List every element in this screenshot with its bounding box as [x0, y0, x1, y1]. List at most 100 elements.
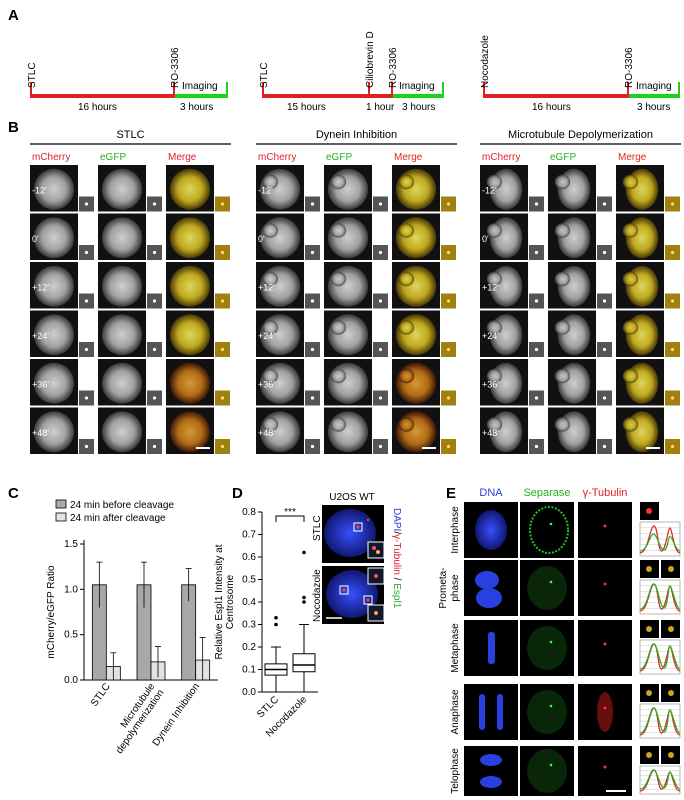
inset-centrosome: [646, 566, 652, 572]
cell-bleb: [554, 320, 571, 335]
cell-bleb: [486, 174, 503, 190]
centrosome-dot: [378, 444, 383, 449]
timeline-imaging-label: Imaging: [399, 81, 435, 92]
cell-body: [169, 168, 211, 210]
centrosome-dot: [446, 444, 451, 449]
cell-body: [101, 362, 143, 404]
centrosome-dot: [84, 250, 89, 255]
inset-centrosome: [668, 566, 674, 572]
micro-row-nocodazole: Nocodazole: [312, 569, 323, 622]
separase-diffuse: [527, 690, 567, 734]
profile-line-tubulin: [639, 525, 681, 554]
centrosome-dot: [220, 299, 225, 303]
channel-label-egfp: eGFP: [550, 152, 576, 163]
profile-line-separase: [639, 769, 681, 790]
centrosome-dot: [152, 444, 157, 449]
profile-line-separase: [639, 643, 681, 670]
separase-dot: [549, 640, 553, 644]
profile-line-separase: [639, 533, 681, 552]
midzone: [597, 692, 613, 732]
centrosome-dot: [310, 396, 315, 400]
y-tick-label: 0.3: [242, 620, 256, 631]
timepoint-label: +48': [32, 428, 49, 438]
cell-bleb: [398, 223, 415, 238]
legend-label: 24 min before cleavage: [70, 500, 174, 511]
outlier-point: [274, 615, 278, 620]
image-tile-tubulin: [578, 502, 632, 558]
centrosome-dot: [152, 396, 157, 400]
centrosome-dot: [446, 347, 451, 352]
centrosome-dot: [446, 202, 451, 206]
separase-diffuse: [527, 749, 567, 793]
channel-label-mcherry: mCherry: [258, 152, 296, 163]
daughter-nucleus: [480, 776, 502, 788]
separase-diffuse: [527, 566, 567, 610]
timeline-stlc: STLC RO-3306 Imaging 16 hours 3 hours: [27, 47, 228, 113]
box: [292, 653, 316, 673]
centrosome-dot: [84, 396, 89, 400]
cell-bleb: [262, 223, 279, 238]
y-tick-label: 0.5: [242, 575, 256, 586]
x-tick-label: STLC: [255, 694, 281, 720]
channel-label-egfp: eGFP: [326, 152, 352, 163]
image-tile-separase: [520, 502, 574, 558]
cell-bleb: [330, 174, 347, 190]
timeline-green-duration: 3 hours: [180, 102, 213, 113]
metaphase-plate: [488, 632, 495, 664]
inset-centrosome: [646, 508, 652, 514]
y-tick-label: 1.5: [64, 539, 78, 550]
y-tick-label: 0.5: [64, 630, 78, 641]
timepoint-label: +24': [258, 331, 275, 341]
centrosome-dot: [84, 299, 89, 303]
timeline-start-label: Nocodazole: [480, 35, 491, 88]
centrosome-dot: [378, 396, 383, 400]
centrosome-dot: [670, 396, 675, 400]
channel-label-merge: Merge: [394, 152, 423, 163]
centrosome-dot: [603, 765, 607, 769]
profile-line-separase: [639, 707, 681, 734]
cell-body: [33, 314, 75, 356]
cell-body: [33, 217, 75, 259]
cell-bleb: [622, 417, 639, 432]
centrosome-dot: [378, 250, 383, 255]
centrosome-dot: [310, 347, 315, 352]
timepoint-label: 0': [32, 234, 39, 244]
panel-letter-b: B: [8, 119, 19, 136]
centrosome-dot: [603, 524, 607, 528]
centrosome-dot: [670, 250, 675, 255]
timepoint-label: 0': [258, 234, 265, 244]
panel-c-bar-chart: 24 min before cleavage 24 min after cleav…: [46, 499, 218, 756]
cell-body: [259, 217, 301, 259]
image-tile-tubulin: [578, 620, 632, 676]
micro-row-stlc: STLC: [312, 515, 323, 541]
inset-centrosome: [668, 626, 674, 632]
cell-bleb: [262, 271, 279, 287]
centrosome-dot: [152, 202, 157, 206]
cell-bleb: [622, 174, 639, 190]
separase-dot: [549, 522, 553, 526]
image-tile-tubulin: [578, 560, 632, 616]
legend-swatch: [55, 512, 67, 522]
centrosome-dot: [84, 202, 89, 206]
cell-bleb: [486, 223, 503, 238]
separase-dot: [549, 580, 553, 584]
timepoint-label: +48': [258, 428, 275, 438]
image-tile-dna: [464, 684, 518, 740]
timeline-end-label: RO-3306: [170, 47, 181, 88]
side-label-tubulin: γ-Tubulin: [391, 534, 402, 575]
channel-label-merge: Merge: [168, 152, 197, 163]
y-tick-label: 0.4: [242, 597, 256, 608]
centrosome-dot: [602, 444, 607, 449]
cell-bleb: [486, 417, 503, 432]
image-tile-tubulin: [578, 746, 632, 796]
cell-bleb: [622, 320, 639, 335]
group-title: Dynein Inhibition: [316, 129, 397, 141]
side-label-dapi: DAPI: [391, 508, 402, 531]
column-label-separase: Separase: [523, 487, 570, 499]
cell-bleb: [330, 271, 347, 287]
centrosome-dot: [534, 347, 539, 352]
channel-label-mcherry: mCherry: [482, 152, 520, 163]
centrosome-dot: [602, 202, 607, 206]
daughter-nucleus: [480, 754, 502, 766]
timepoint-label: +36': [258, 379, 275, 389]
